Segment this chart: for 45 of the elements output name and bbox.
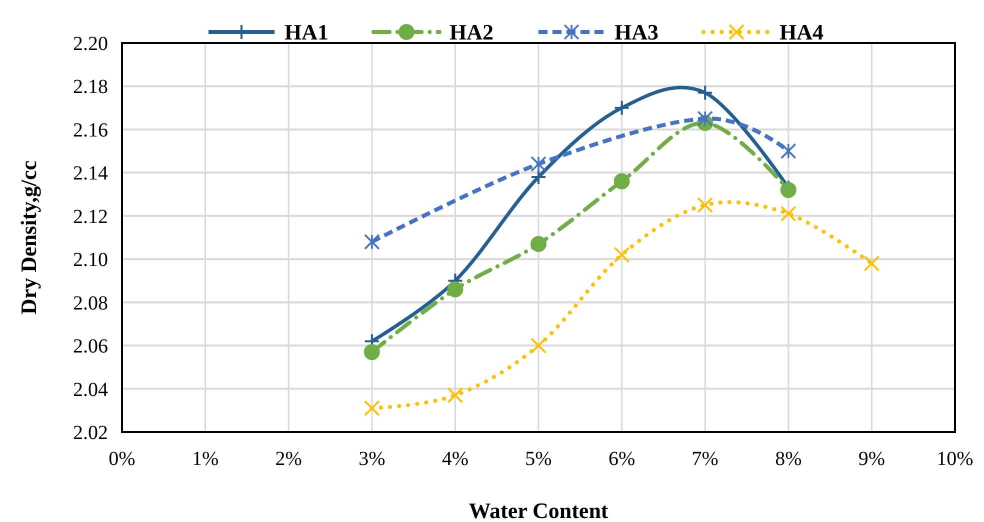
x-tick-label: 0% <box>108 448 136 470</box>
x-tick-label: 1% <box>192 448 219 470</box>
x-tick-label: 5% <box>525 448 552 470</box>
point <box>697 84 714 101</box>
legend-label: HA2 <box>450 20 494 45</box>
point <box>614 173 630 190</box>
x-tick-label: 8% <box>775 448 802 470</box>
y-tick-label: 2.18 <box>73 76 108 98</box>
x-axis-title: Water Content <box>468 498 609 522</box>
x-tick-label: 7% <box>692 448 718 470</box>
point <box>697 110 713 127</box>
x-tick-label: 9% <box>858 448 886 470</box>
point <box>364 234 380 250</box>
legend-label: HA4 <box>780 20 824 45</box>
point <box>780 206 796 222</box>
point <box>780 143 796 159</box>
x-tick-label: 10% <box>936 448 974 470</box>
point <box>530 156 546 172</box>
point <box>697 197 714 214</box>
x-tick-label: 6% <box>608 448 636 470</box>
point <box>530 338 546 354</box>
point <box>530 168 546 185</box>
y-tick-label: 2.14 <box>73 162 108 185</box>
point <box>447 281 464 298</box>
point <box>614 246 630 263</box>
y-tick-label: 2.06 <box>73 336 108 358</box>
point <box>530 236 546 252</box>
y-axis-title: Dry Density,g/cc <box>16 160 41 314</box>
legend-label: HA1 <box>284 20 328 45</box>
x-tick-label: 3% <box>358 448 386 470</box>
point <box>614 100 630 116</box>
point <box>364 400 380 416</box>
y-tick-label: 2.08 <box>73 292 108 314</box>
point <box>447 387 464 404</box>
y-tick-label: 2.16 <box>73 119 108 142</box>
y-tick-label: 2.02 <box>73 422 108 444</box>
y-tick-label: 2.12 <box>73 206 108 228</box>
point <box>364 344 380 360</box>
y-tick-label: 2.10 <box>73 249 108 272</box>
y-tick-label: 2.20 <box>73 33 108 55</box>
legend-label: HA3 <box>614 20 658 45</box>
point <box>864 255 880 272</box>
y-tick-label: 2.04 <box>73 378 108 401</box>
x-tick-label: 2% <box>275 448 302 470</box>
x-tick-label: 4% <box>442 448 469 470</box>
